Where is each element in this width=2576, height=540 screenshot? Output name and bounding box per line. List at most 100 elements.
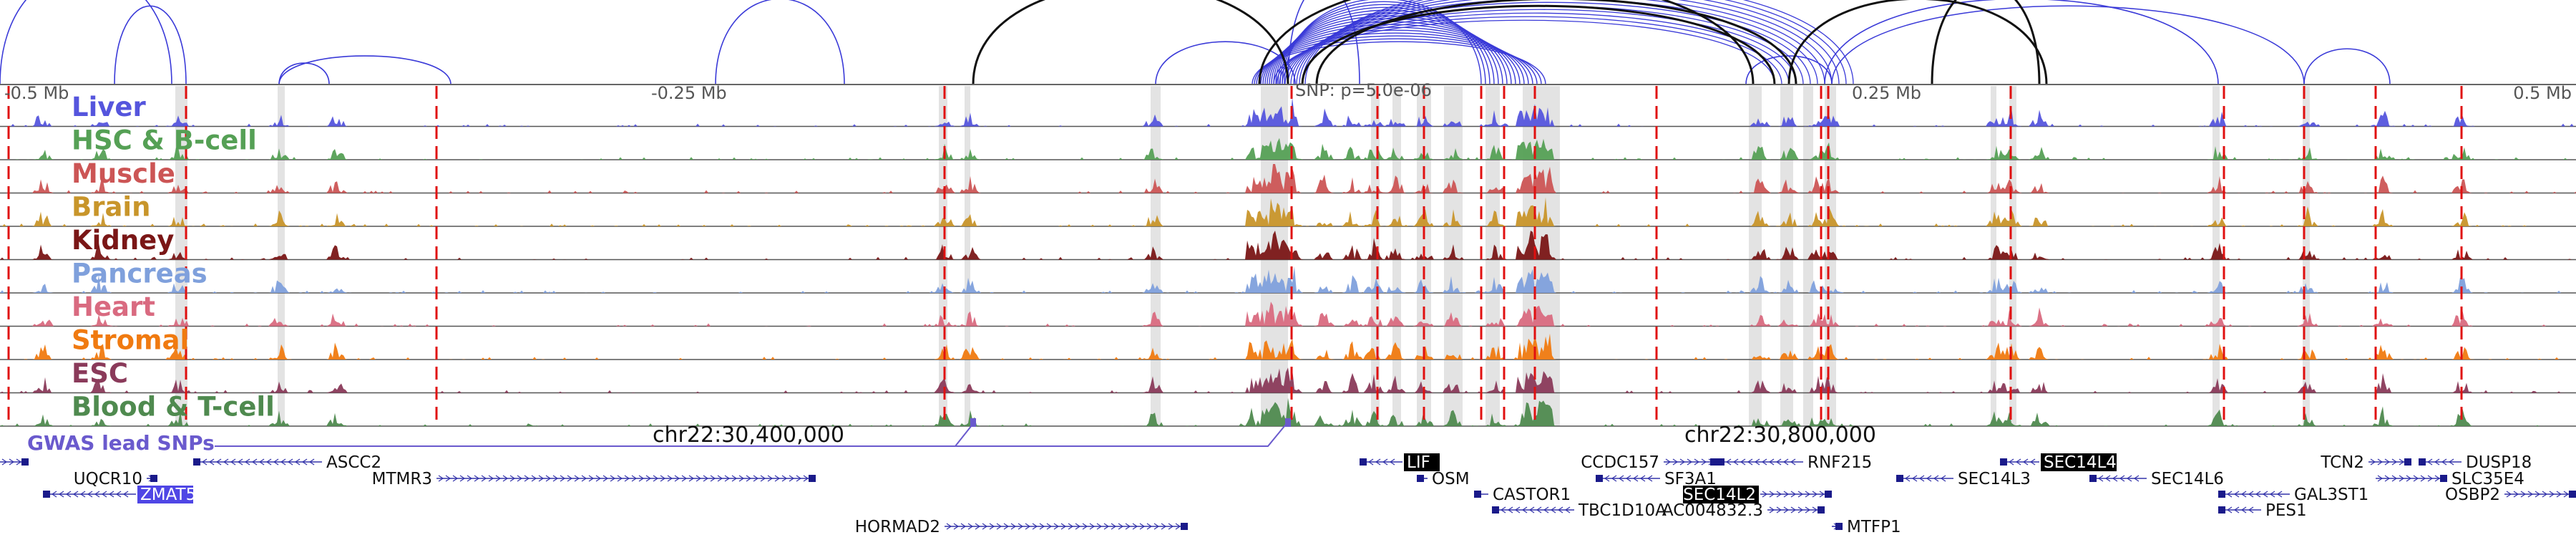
gene-osm[interactable]: OSM — [1417, 470, 1470, 488]
gene-dusp18[interactable]: DUSP18 — [2419, 453, 2532, 472]
gene-ac004832-3[interactable]: AC004832.3 — [1662, 501, 1825, 520]
strand-arrow — [1819, 491, 1825, 498]
gene-sec14l2[interactable]: SEC14L2 — [1683, 486, 1832, 504]
gene-osbp2[interactable]: OSBP2 — [2445, 486, 2576, 504]
coordinate-label-left: chr22:30,400,000 — [653, 423, 844, 448]
strand-arrow — [1812, 491, 1818, 498]
strand-arrow — [509, 475, 516, 482]
gene-mtmr3[interactable]: MTMR3 — [372, 470, 816, 488]
loop-arc — [1256, 35, 1538, 85]
loop-arc — [715, 0, 845, 85]
strand-arrow — [2534, 491, 2541, 498]
gene-ccdc157[interactable]: CCDC157 — [1581, 453, 1717, 472]
strand-arrow — [467, 475, 473, 482]
strand-arrow — [1389, 458, 1395, 466]
strand-arrow — [560, 475, 566, 482]
strand-arrow — [2377, 475, 2384, 482]
strand-arrow — [273, 458, 279, 466]
gene-rnf215[interactable]: RNF215 — [1717, 453, 1872, 472]
strand-arrow — [2370, 458, 2376, 466]
strand-arrow — [1039, 523, 1045, 530]
gene-gal3st1[interactable]: GAL3ST1 — [2218, 486, 2368, 504]
gene-label: ASCC2 — [326, 453, 381, 472]
strand-arrow — [1032, 523, 1038, 530]
gene-slc35e4[interactable]: SLC35E4 — [2376, 470, 2524, 488]
strand-arrow — [2097, 475, 2104, 482]
strand-arrow — [108, 491, 114, 498]
gene-label: SF3A1 — [1664, 470, 1717, 488]
strand-arrow — [481, 475, 487, 482]
strand-arrow — [753, 475, 759, 482]
strand-arrow — [2240, 506, 2247, 514]
highlight-region — [1803, 86, 1813, 426]
coordinate-label-right: chr22:30,800,000 — [1684, 423, 1876, 448]
strand-arrow — [2126, 475, 2132, 482]
strand-arrow — [122, 491, 129, 498]
strand-arrow — [2377, 458, 2384, 466]
exon-block — [1492, 506, 1499, 514]
strand-arrow — [2384, 475, 2391, 482]
strand-arrow — [953, 523, 960, 530]
gene-hormad2[interactable]: HORMAD2 — [855, 518, 1188, 536]
strand-arrow — [746, 475, 752, 482]
gene-sec14l3[interactable]: SEC14L3 — [1896, 470, 2031, 488]
strand-arrow — [438, 475, 444, 482]
gene-zmat5[interactable]: ZMAT5 — [43, 486, 196, 504]
signal-profile — [0, 367, 2576, 393]
strand-arrow — [2391, 458, 2398, 466]
gene-ascc2[interactable]: ASCC2 — [193, 453, 381, 472]
strand-arrow — [1146, 523, 1153, 530]
gene-castor1[interactable]: CASTOR1 — [1474, 486, 1571, 504]
strand-arrow — [1812, 506, 1818, 514]
strand-arrow — [574, 475, 580, 482]
strand-arrow — [1768, 458, 1775, 466]
track-label: Pancreas — [72, 259, 208, 289]
loop-arc — [1258, 0, 1755, 85]
strand-arrow — [1790, 458, 1796, 466]
strand-arrow — [495, 475, 502, 482]
loop-arc — [1315, 0, 1797, 85]
gene-pes1[interactable]: PES1 — [2218, 501, 2307, 520]
strand-arrow — [667, 475, 673, 482]
strand-arrow — [975, 523, 981, 530]
exon-block — [1417, 475, 1424, 482]
highlight-region — [965, 86, 970, 426]
gene-sec14l4[interactable]: SEC14L4 — [2000, 453, 2117, 472]
gene-tbc1d10a[interactable]: TBC1D10A — [1492, 501, 1667, 520]
strand-arrow — [967, 523, 974, 530]
strand-arrow — [1632, 475, 1639, 482]
gene-p7[interactable]: P7 — [0, 453, 29, 472]
strand-arrow — [280, 458, 286, 466]
gene-label: HORMAD2 — [855, 518, 940, 536]
strand-arrow — [1003, 523, 1010, 530]
strand-arrow — [72, 491, 79, 498]
gene-uqcr10[interactable]: UQCR10 — [74, 470, 157, 488]
gene-mtfp1[interactable]: MTFP1 — [1832, 518, 1901, 536]
track-label: Stromal — [72, 325, 189, 356]
strand-arrow — [1550, 506, 1556, 514]
strand-arrow — [2226, 506, 2233, 514]
strand-arrow — [1732, 458, 1739, 466]
gene-sec14l6[interactable]: SEC14L6 — [2089, 470, 2224, 488]
exon-block — [2404, 458, 2411, 466]
strand-arrow — [230, 458, 236, 466]
gene-lif[interactable]: LIF — [1360, 453, 1440, 472]
strand-arrow — [1926, 475, 1932, 482]
exon-block — [2218, 491, 2225, 498]
strand-arrow — [1367, 458, 1374, 466]
strand-arrow — [2104, 475, 2111, 482]
gene-tcn2[interactable]: TCN2 — [2320, 453, 2411, 472]
offset-label-minus-0-5: -0.5 Mb — [4, 83, 69, 103]
loop-arc — [1745, 55, 1833, 85]
strand-arrow — [287, 458, 293, 466]
gene-sf3a1[interactable]: SF3A1 — [1596, 470, 1717, 488]
strand-arrow — [2391, 475, 2398, 482]
gene-label: TBC1D10A — [1578, 501, 1667, 520]
strand-arrow — [101, 491, 107, 498]
exon-block — [2000, 458, 2007, 466]
strand-arrow — [738, 475, 745, 482]
strand-arrow — [115, 491, 122, 498]
strand-arrow — [567, 475, 573, 482]
